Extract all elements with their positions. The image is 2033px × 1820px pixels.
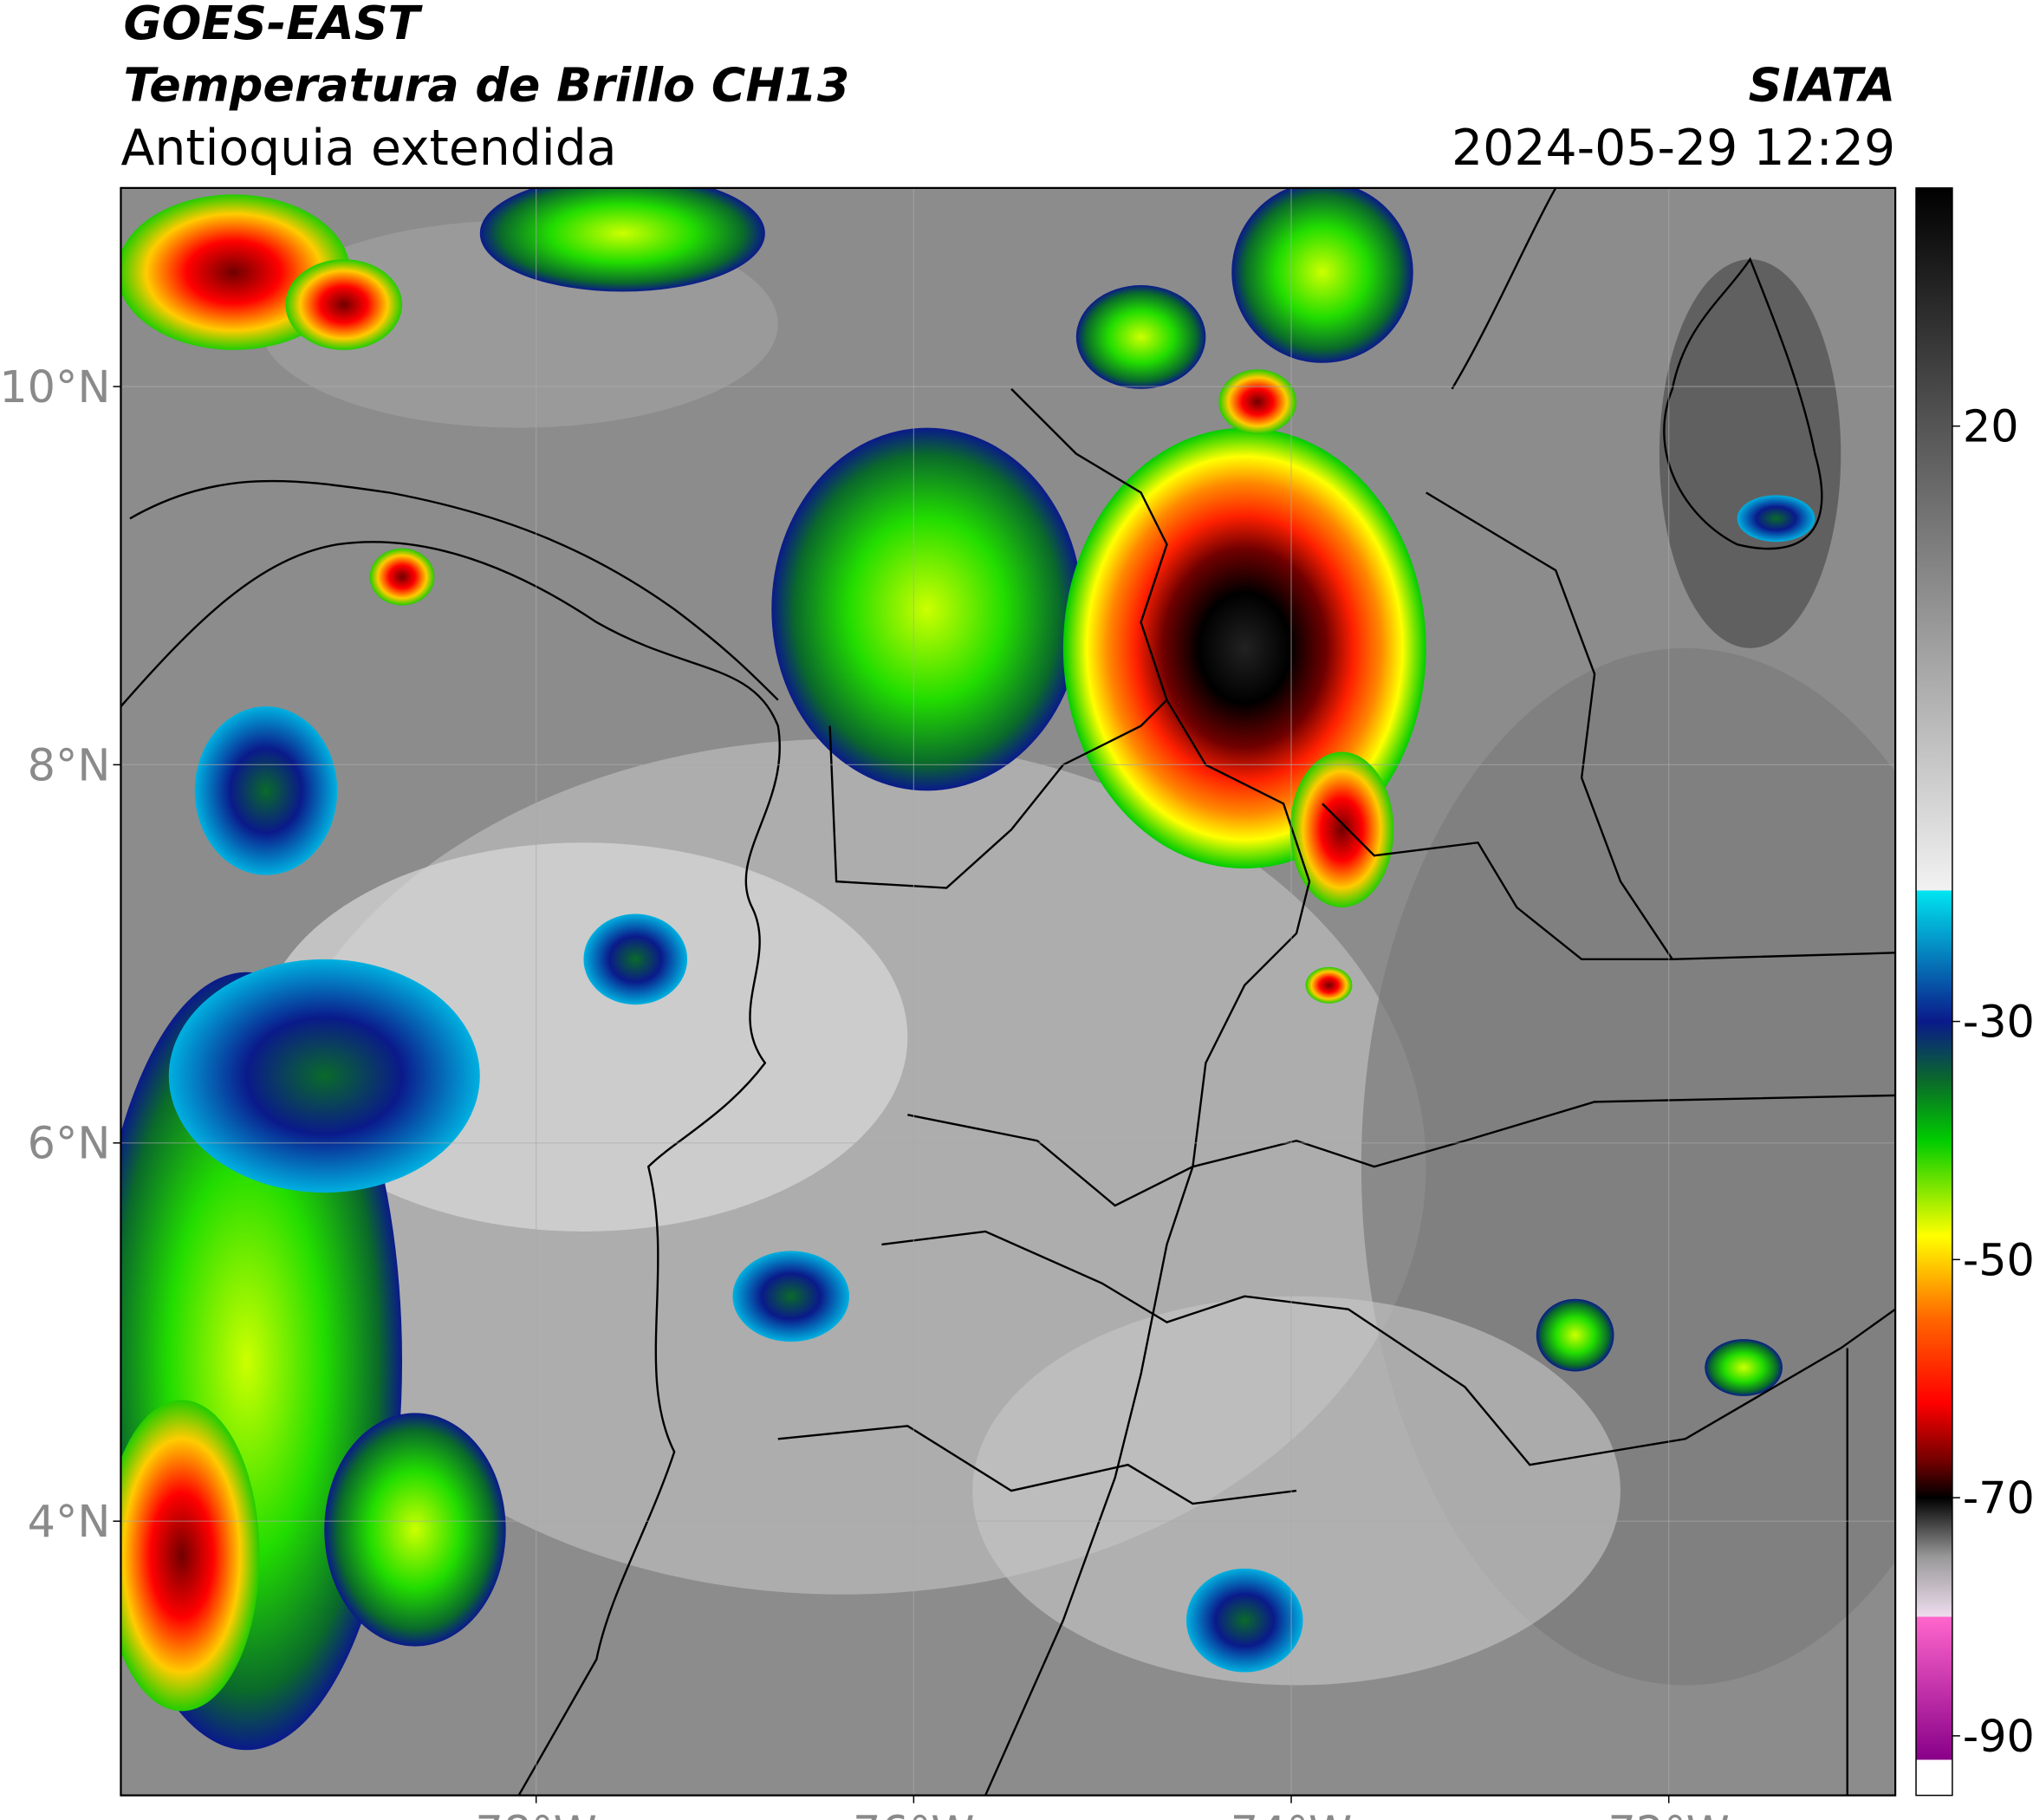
region: Antioquia extendida bbox=[120, 120, 616, 177]
x-tick-label: 78°W bbox=[475, 1807, 596, 1820]
x-tick-label: 76°W bbox=[853, 1807, 974, 1820]
subtitle: Temperatura de Brillo CH13 bbox=[123, 58, 849, 113]
satellite-image bbox=[120, 187, 1896, 1796]
colorbar bbox=[1915, 187, 1953, 1797]
y-tick-label: 6°N bbox=[28, 1118, 111, 1169]
y-tick-label: 4°N bbox=[28, 1496, 111, 1547]
colorbar-tick-label: -70 bbox=[1963, 1472, 2033, 1524]
colorbar-tick-label: 20 bbox=[1963, 401, 2019, 452]
datetime: 2024-05-29 12:29 bbox=[1452, 120, 1895, 177]
colorbar-tick-label: -90 bbox=[1963, 1711, 2033, 1762]
source: SIATA bbox=[1749, 58, 1896, 113]
y-tick-label: 8°N bbox=[28, 739, 111, 790]
graticule bbox=[120, 187, 1896, 1796]
y-tick-label: 10°N bbox=[0, 361, 110, 413]
x-tick-label: 74°W bbox=[1231, 1807, 1352, 1820]
x-tick-label: 72°W bbox=[1608, 1807, 1729, 1820]
title: GOES-EAST bbox=[123, 0, 423, 50]
colorbar-tick-label: -30 bbox=[1963, 997, 2033, 1048]
colorbar-tick-label: -50 bbox=[1963, 1234, 2033, 1285]
map-frame bbox=[120, 186, 1897, 1797]
